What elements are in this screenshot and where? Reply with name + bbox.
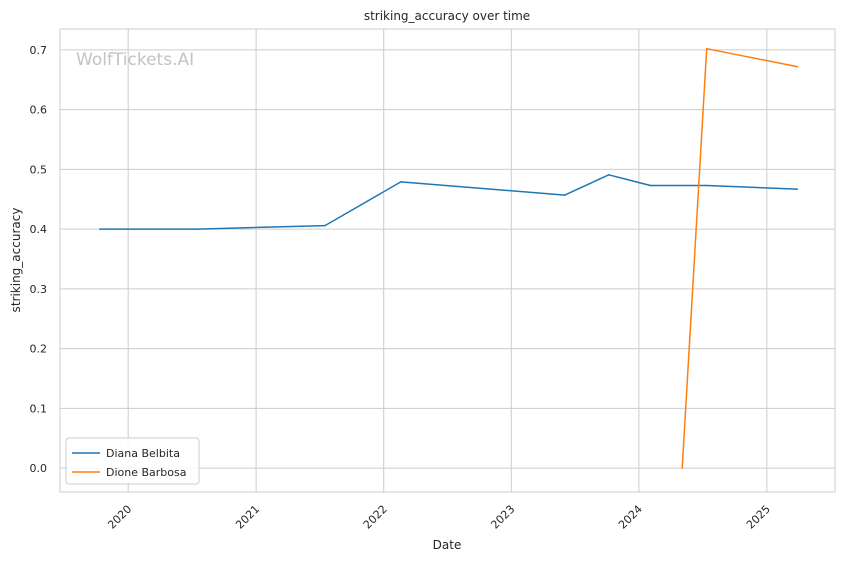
- x-tick-label: 2022: [361, 503, 390, 532]
- legend-label-dione-barbosa: Dione Barbosa: [106, 466, 187, 479]
- data-point: [99, 228, 101, 230]
- data-point: [563, 194, 566, 196]
- watermark: WolfTickets.AI: [76, 50, 194, 70]
- chart-title: striking_accuracy over time: [364, 9, 530, 23]
- plot-area: [60, 29, 835, 492]
- y-tick-labels: 0.0 0.1 0.2 0.3 0.4 0.5 0.6 0.7: [30, 44, 48, 475]
- y-tick-label: 0.0: [30, 462, 48, 475]
- data-point: [649, 184, 652, 187]
- x-tick-labels: 2020 2021 2022 2023 2024 2025: [105, 503, 773, 532]
- data-point: [324, 224, 326, 227]
- x-tick-label: 2020: [105, 503, 134, 532]
- plot-frame: [59, 28, 836, 493]
- data-point: [608, 173, 610, 176]
- legend-label-diana-belbita: Diana Belbita: [106, 447, 180, 460]
- y-axis-title: striking_accuracy: [9, 208, 23, 313]
- y-tick-label: 0.3: [30, 283, 48, 296]
- data-point: [796, 188, 799, 190]
- data-point: [796, 65, 799, 68]
- legend: Diana Belbita Dione Barbosa: [65, 437, 200, 485]
- y-tick-label: 0.1: [30, 402, 48, 415]
- data-point: [681, 467, 684, 469]
- x-tick-label: 2025: [744, 503, 773, 532]
- y-tick-label: 0.5: [30, 163, 48, 176]
- data-point: [196, 228, 199, 230]
- data-point: [400, 181, 402, 183]
- x-tick-label: 2023: [488, 503, 517, 532]
- y-tick-label: 0.2: [30, 343, 48, 356]
- y-tick-label: 0.4: [30, 223, 48, 236]
- x-tick-label: 2021: [233, 503, 262, 532]
- x-gridlines: [127, 29, 768, 492]
- y-tick-label: 0.7: [30, 44, 48, 57]
- data-point: [705, 184, 708, 187]
- x-axis-title: Date: [433, 538, 462, 552]
- series-layer: [99, 47, 799, 469]
- x-tick-label: 2024: [616, 503, 645, 532]
- data-point: [705, 47, 708, 50]
- y-tick-label: 0.6: [30, 104, 48, 117]
